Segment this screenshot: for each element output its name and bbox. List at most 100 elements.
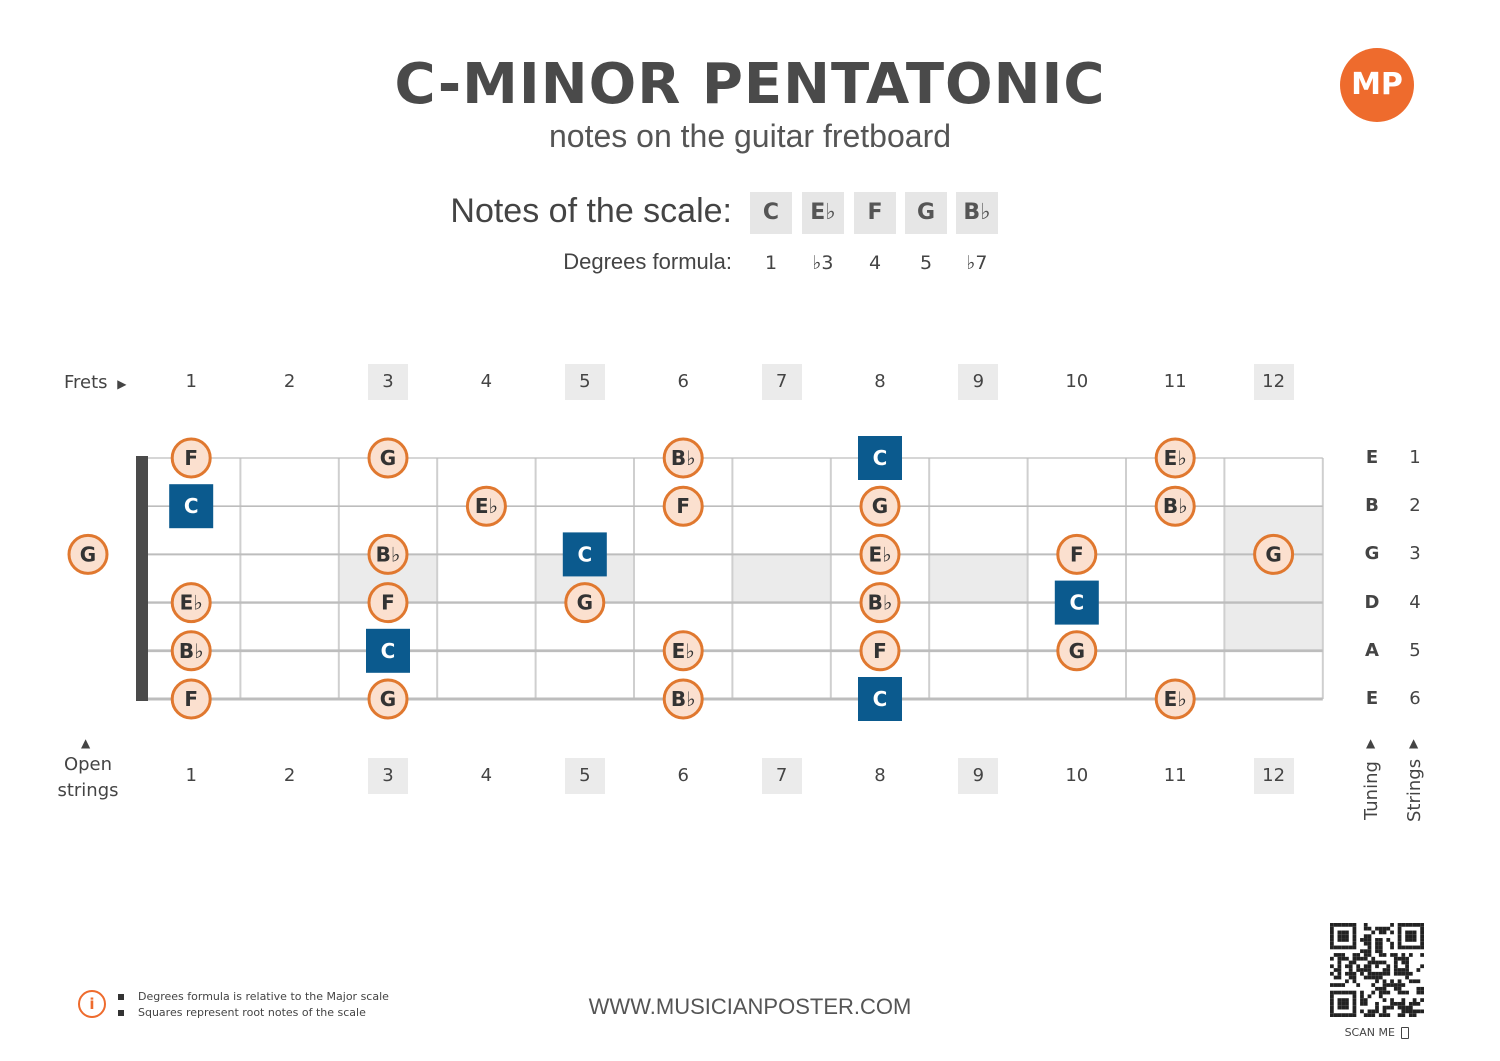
qr-module xyxy=(1367,953,1372,957)
note-label: G xyxy=(872,494,888,518)
qr-module xyxy=(1352,938,1357,942)
qr-module xyxy=(1330,1005,1334,1010)
qr-module xyxy=(1378,930,1383,935)
qr-module xyxy=(1371,1013,1376,1017)
qr-module xyxy=(1397,956,1402,961)
qr-module xyxy=(1397,945,1402,950)
qr-module xyxy=(1337,998,1342,1002)
qr-module xyxy=(1375,949,1379,954)
qr-module xyxy=(1420,926,1424,931)
qr-module xyxy=(1345,1001,1349,1006)
qr-module xyxy=(1408,934,1413,939)
fret-number: 2 xyxy=(283,371,296,392)
qr-module xyxy=(1405,945,1409,950)
qr-module xyxy=(1345,934,1349,939)
qr-module xyxy=(1397,923,1402,927)
qr-module xyxy=(1397,990,1402,995)
frets-label: Frets ▶ xyxy=(64,372,127,393)
qr-module xyxy=(1330,1013,1334,1017)
qr-module xyxy=(1397,1001,1402,1006)
qr-module xyxy=(1405,938,1409,942)
note-label: E♭ xyxy=(1164,446,1187,470)
qr-module xyxy=(1348,1013,1353,1017)
root-note-square xyxy=(562,532,607,577)
qr-module xyxy=(1420,986,1424,991)
qr-module xyxy=(1341,930,1346,935)
degree-value: 4 xyxy=(868,252,882,274)
qr-module xyxy=(1412,945,1417,950)
qr-module xyxy=(1375,1005,1379,1010)
qr-module xyxy=(1420,964,1424,969)
scale-note-circle xyxy=(1154,485,1196,527)
note-label: F xyxy=(184,446,198,470)
qr-module xyxy=(1397,926,1402,931)
qr-module xyxy=(1360,949,1364,954)
note-label: F xyxy=(184,687,198,711)
qr-module xyxy=(1367,960,1372,965)
scan-me-label: SCAN ME xyxy=(1330,1026,1424,1039)
scale-note-circle xyxy=(170,437,212,479)
brand-logo[interactable]: MP xyxy=(1340,48,1414,122)
qr-module xyxy=(1337,1001,1342,1006)
scale-note-circle xyxy=(67,533,109,575)
fret-number: 8 xyxy=(874,765,886,786)
qr-module xyxy=(1330,990,1334,995)
degree-value: ♭7 xyxy=(966,252,988,274)
qr-module xyxy=(1412,930,1417,935)
qr-module xyxy=(1337,1005,1342,1010)
qr-module xyxy=(1412,1013,1417,1017)
scan-me-text: SCAN ME xyxy=(1344,1026,1395,1039)
qr-module xyxy=(1393,964,1398,969)
bullet-icon xyxy=(118,994,124,1000)
qr-module xyxy=(1341,923,1346,927)
qr-module xyxy=(1375,945,1379,950)
qr-module xyxy=(1378,990,1383,995)
qr-module xyxy=(1352,941,1357,946)
note-label: B♭ xyxy=(376,542,401,566)
arrow-up-icon: ▲ xyxy=(1366,736,1376,750)
qr-module xyxy=(1352,1001,1357,1006)
root-note-square xyxy=(1054,580,1099,625)
qr-module xyxy=(1360,1009,1364,1014)
qr-module xyxy=(1382,971,1387,976)
note-label: B♭ xyxy=(868,591,893,615)
qr-module xyxy=(1408,1001,1413,1006)
qr-module xyxy=(1330,941,1334,946)
qr-module xyxy=(1390,979,1394,984)
qr-module xyxy=(1408,945,1413,950)
qr-module xyxy=(1363,975,1368,980)
qr-code[interactable] xyxy=(1330,923,1424,1017)
qr-module xyxy=(1352,994,1357,999)
qr-module xyxy=(1330,964,1334,969)
qr-module xyxy=(1390,941,1394,946)
root-note-square xyxy=(858,677,902,721)
qr-module xyxy=(1408,1005,1413,1010)
qr-module xyxy=(1356,968,1361,972)
qr-module xyxy=(1356,953,1361,957)
footer-note: Squares represent root notes of the scal… xyxy=(118,1006,366,1019)
qr-module xyxy=(1386,990,1391,995)
qr-module xyxy=(1371,960,1376,965)
qr-module xyxy=(1363,923,1368,927)
qr-module xyxy=(1397,934,1402,939)
qr-module xyxy=(1401,1013,1406,1017)
qr-module xyxy=(1378,971,1383,976)
qr-module xyxy=(1393,968,1398,972)
qr-module xyxy=(1416,1001,1421,1006)
qr-module xyxy=(1371,975,1376,980)
scale-note-circle xyxy=(564,582,606,624)
root-note-square xyxy=(169,484,214,529)
qr-module xyxy=(1337,923,1342,927)
website-link[interactable]: WWW.MUSICIANPOSTER.COM xyxy=(588,994,912,1019)
qr-module xyxy=(1405,923,1409,927)
qr-module xyxy=(1341,953,1346,957)
root-note-label: C xyxy=(873,446,888,470)
qr-module xyxy=(1345,979,1349,984)
qr-module xyxy=(1378,975,1383,980)
string-number: 5 xyxy=(1409,639,1421,661)
qr-module xyxy=(1408,923,1413,927)
qr-module xyxy=(1333,975,1338,980)
qr-module xyxy=(1412,998,1417,1002)
qr-module xyxy=(1341,945,1346,950)
qr-module xyxy=(1341,956,1346,961)
